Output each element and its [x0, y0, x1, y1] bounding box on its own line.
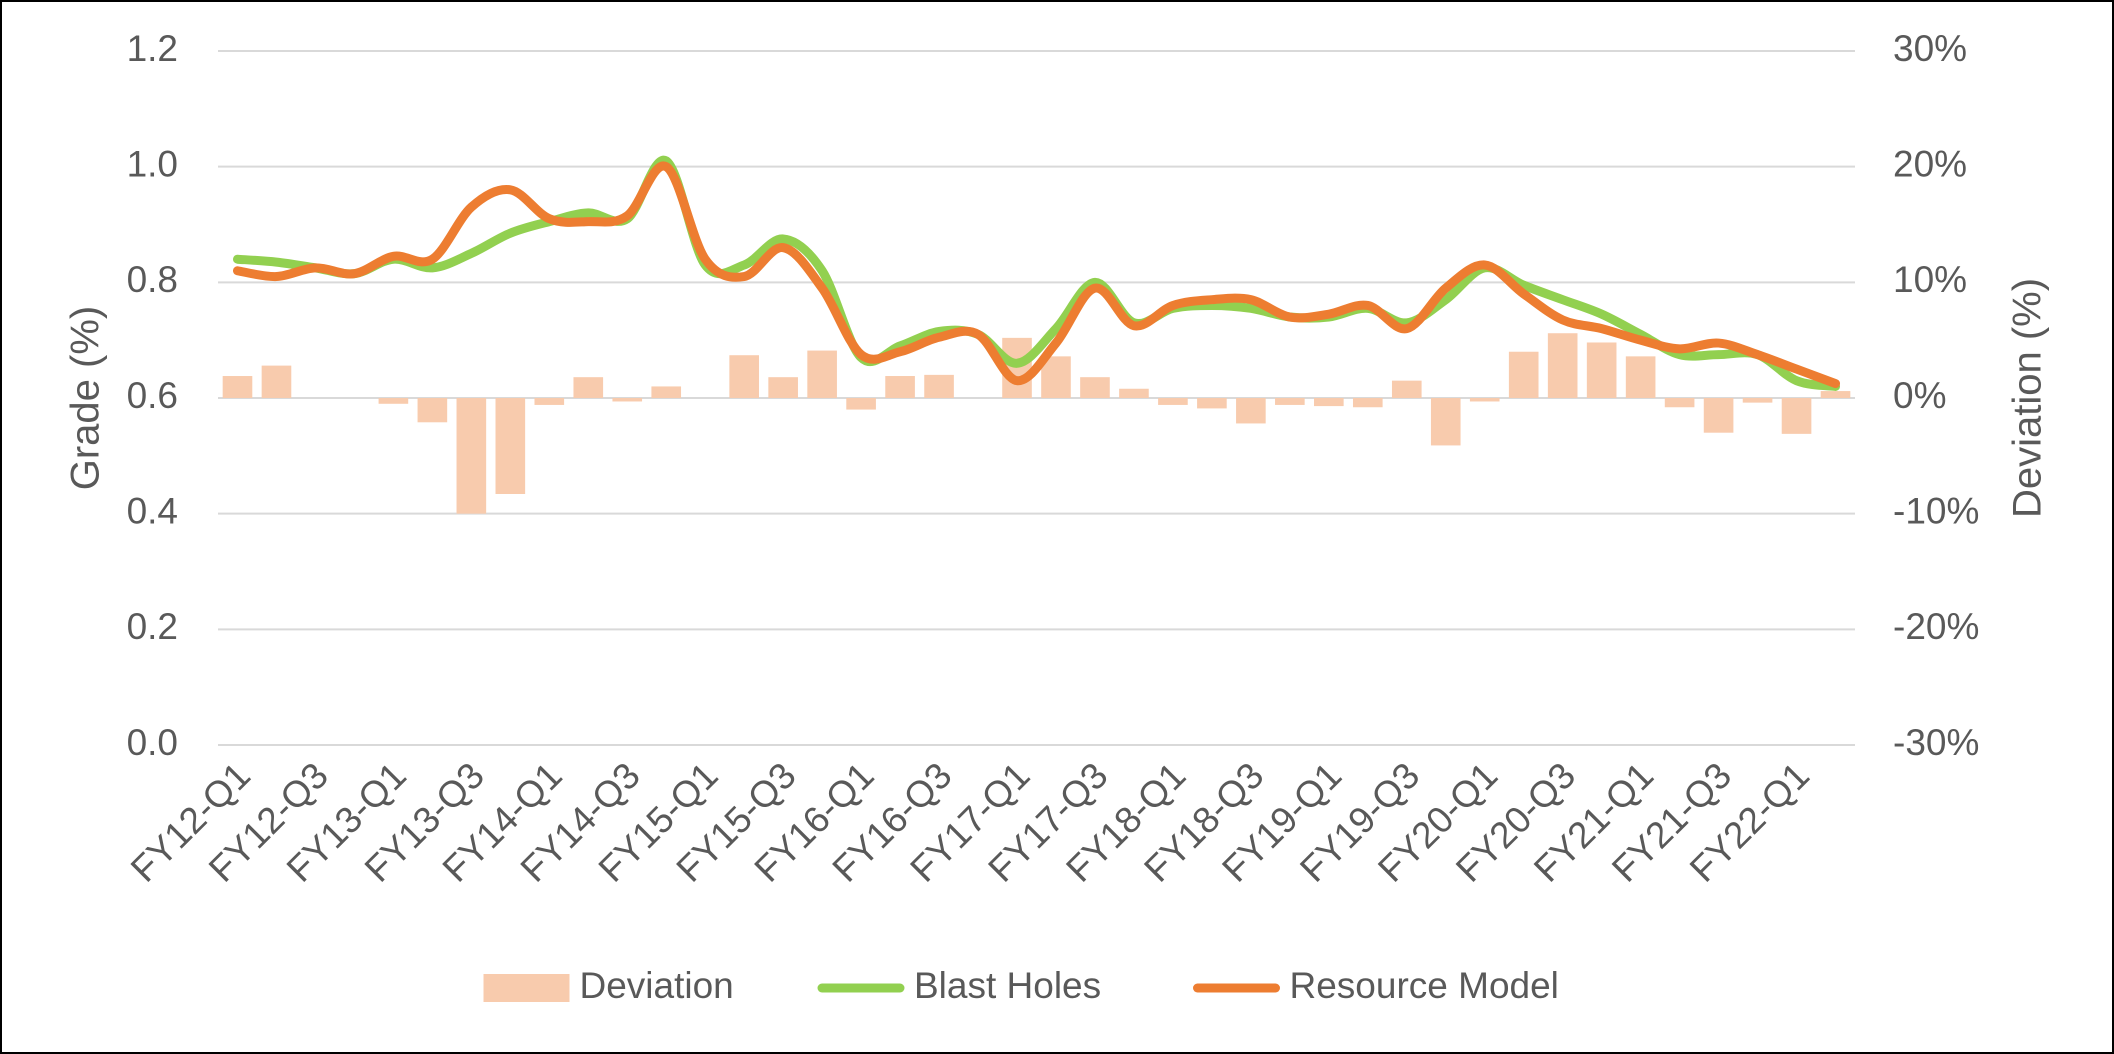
bar	[1781, 398, 1812, 434]
y2-tick-label: 10%	[1893, 259, 1967, 300]
y2-tick-label: 0%	[1893, 375, 1946, 416]
bar	[729, 355, 759, 398]
line	[232, 161, 1841, 389]
bar	[573, 377, 604, 398]
bar	[612, 398, 643, 402]
bar	[378, 398, 409, 404]
bar	[1352, 398, 1383, 408]
legend-label: Resource Model	[1290, 965, 1559, 1006]
bar	[1391, 380, 1422, 398]
bar	[1586, 342, 1617, 398]
bar	[1547, 333, 1578, 398]
bar	[1236, 398, 1266, 424]
bar	[534, 398, 565, 405]
bar	[807, 350, 837, 398]
bar	[1469, 398, 1500, 402]
bar	[651, 386, 682, 398]
y2-tick-label: -30%	[1893, 722, 1979, 763]
bar	[1314, 398, 1344, 407]
bar	[885, 376, 915, 398]
y-tick-label: 1.0	[127, 143, 178, 184]
y-tick-label: 0.6	[127, 375, 178, 416]
bar	[846, 398, 876, 410]
bar	[222, 376, 253, 398]
bar	[417, 398, 448, 423]
bar	[495, 398, 526, 495]
y-tick-label: 0.8	[127, 259, 178, 300]
bar	[456, 398, 487, 514]
y2-tick-label: -20%	[1893, 606, 1979, 647]
bar	[1158, 398, 1188, 405]
legend-label: Deviation	[580, 965, 734, 1006]
bar	[1119, 388, 1149, 398]
bar	[924, 374, 954, 398]
y2-tick-label: 30%	[1893, 28, 1967, 69]
bar	[1508, 351, 1539, 398]
y-axis-title: Grade (%)	[64, 306, 108, 491]
bar	[1080, 377, 1110, 398]
bar	[1041, 356, 1071, 398]
bar	[1430, 398, 1461, 446]
legend-swatch	[483, 974, 570, 1002]
bar	[1197, 398, 1227, 409]
y-tick-label: 1.2	[127, 28, 178, 69]
bar	[1703, 398, 1734, 433]
bar	[1742, 398, 1773, 403]
bar	[1664, 398, 1695, 408]
bar	[1275, 398, 1305, 405]
bar	[768, 377, 798, 398]
y-tick-label: 0.2	[127, 606, 178, 647]
y2-tick-label: 20%	[1893, 143, 1967, 184]
y2-tick-label: -10%	[1893, 490, 1979, 531]
line	[232, 155, 1841, 391]
legend-label: Blast Holes	[914, 965, 1101, 1006]
y2-axis-title: Deviation (%)	[2006, 278, 2050, 518]
y-tick-label: 0.4	[127, 490, 178, 531]
bar	[1625, 356, 1656, 398]
bar	[1820, 391, 1851, 398]
bar	[261, 365, 292, 398]
y-tick-label: 0.0	[127, 722, 178, 763]
